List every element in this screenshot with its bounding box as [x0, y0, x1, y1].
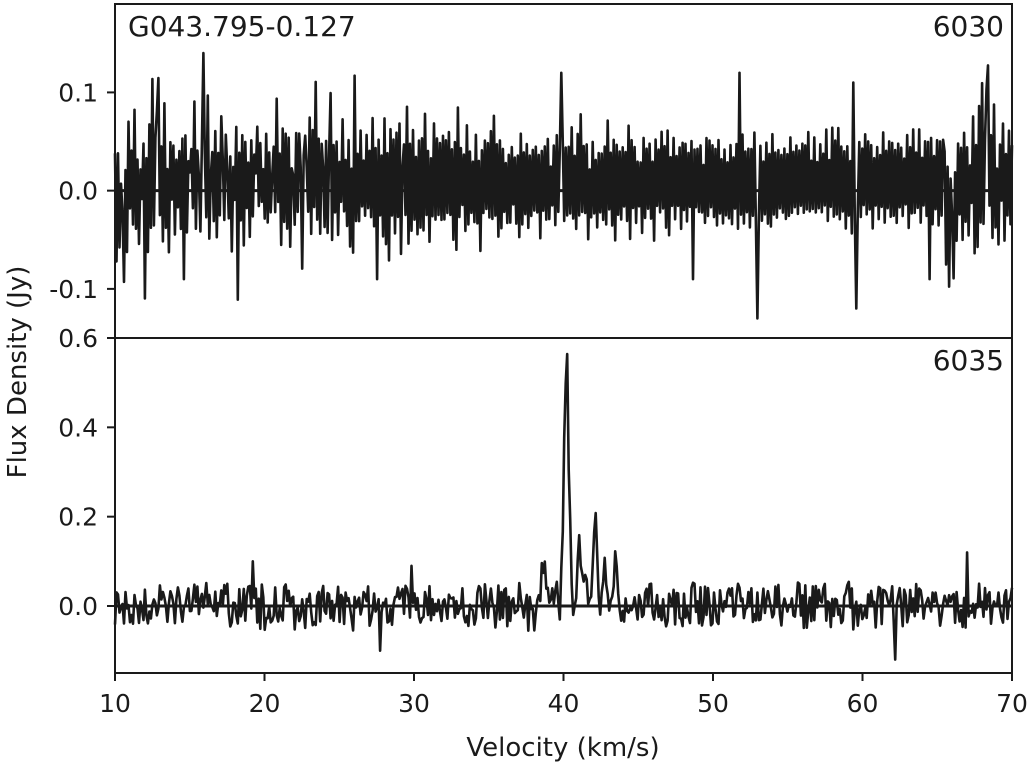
y-tick-label: -0.1	[49, 275, 98, 304]
y-tick-label: 0.6	[58, 324, 98, 353]
x-tick-label: 40	[548, 689, 580, 718]
y-tick-label: 0.0	[58, 592, 98, 621]
panel-top-label: 6030	[933, 10, 1004, 43]
y-tick-label: 0.2	[58, 503, 98, 532]
y-tick-label: 0.1	[58, 78, 98, 107]
x-tick-label: 70	[996, 689, 1028, 718]
panel-top-y-ticks: 0.1 0.0 -0.1	[49, 78, 115, 304]
y-axis-title: Flux Density (Jy)	[3, 266, 33, 479]
panel-bottom-y-ticks: 0.6 0.4 0.2 0.0	[58, 324, 115, 621]
x-tick-label: 30	[398, 689, 430, 718]
panel-bottom-spectrum-line	[113, 352, 1014, 661]
x-tick-label: 50	[697, 689, 729, 718]
x-tick-label: 10	[99, 689, 131, 718]
panel-bottom-label: 6035	[933, 344, 1004, 377]
y-tick-label: 0.4	[58, 413, 98, 442]
x-tick-label: 60	[847, 689, 879, 718]
panel-top: 0.1 0.0 -0.1 G043.795-0.127 6030	[49, 3, 1014, 339]
panel-top-spectrum-line	[113, 51, 1014, 320]
y-tick-label: 0.0	[58, 177, 98, 206]
panel-bottom: 0.6 0.4 0.2 0.0 6035	[58, 324, 1014, 674]
x-tick-label: 20	[249, 689, 281, 718]
source-name-label: G043.795-0.127	[128, 10, 356, 43]
x-axis-ticks: 10 20 30 40 50 60 70	[99, 673, 1028, 718]
x-axis-title: Velocity (km/s)	[466, 733, 659, 763]
